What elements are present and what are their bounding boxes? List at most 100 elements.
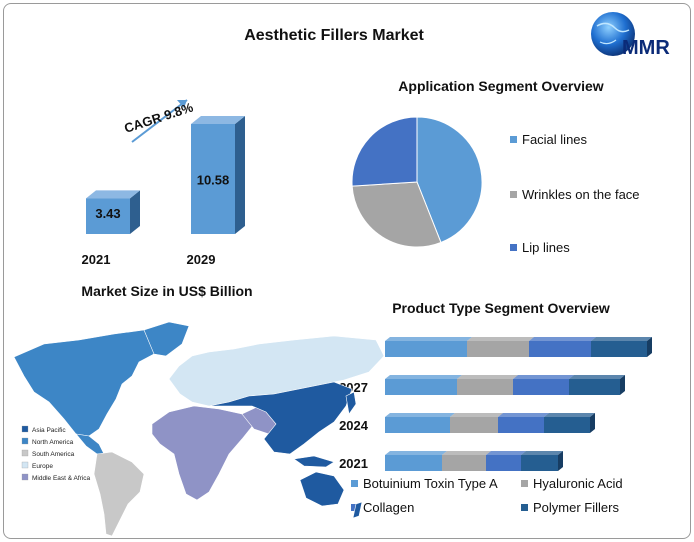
pie-legend-label: Lip lines — [522, 240, 570, 255]
pie-legend-label: Facial lines — [522, 132, 588, 147]
product-legend-label: Hyaluronic Acid — [533, 476, 623, 491]
map-asia — [208, 381, 353, 455]
product-legend-label: Botuinium Toxin Type A — [363, 476, 498, 491]
product-bar-end — [590, 413, 595, 433]
map-legend-label: North America — [32, 439, 74, 446]
cagr-arrow — [131, 99, 188, 143]
pie-slice — [416, 116, 483, 244]
map-legend: Asia Pacific North America South America Eu… — [21, 425, 91, 482]
product-bar-top — [486, 451, 526, 455]
pie-slice — [351, 116, 418, 187]
map-legend-label: Asia Pacific — [32, 427, 66, 434]
product-bar-top — [450, 413, 503, 417]
market-year-label: 2029 — [187, 252, 216, 267]
map-legend-swatch — [21, 437, 29, 445]
product-legend-swatch — [521, 504, 528, 511]
product-bar-segment — [569, 379, 620, 395]
map-legend-label: Europe — [32, 463, 53, 470]
product-type-chart: Product Type Segment Overview 2029202720… — [339, 300, 652, 515]
product-bar-top — [442, 451, 491, 455]
product-bar-top — [385, 451, 447, 455]
pie-legend-swatch — [510, 136, 517, 143]
product-bar-top — [467, 337, 534, 341]
product-year-label: 2024 — [339, 418, 369, 433]
pie-legend-swatch — [510, 191, 517, 198]
market-year-label: 2021 — [82, 252, 111, 267]
product-legend-swatch — [351, 480, 358, 487]
product-bar-top — [544, 413, 595, 417]
market-size-title: Market Size in US$ Billion — [81, 283, 252, 299]
product-bar-top — [513, 375, 574, 379]
pie-slice — [351, 181, 442, 248]
world-map: Asia Pacific North America South America Eu… — [13, 321, 385, 537]
product-bar-top — [385, 337, 472, 341]
globe-icon — [591, 12, 635, 56]
product-bar-segment — [513, 379, 569, 395]
pie-legend-label: Wrinkles on the face — [522, 187, 640, 202]
infographic-canvas: Aesthetic Fillers Market MMR 3.43 2021 10.… — [13, 12, 670, 537]
map-south-america — [93, 451, 145, 537]
market-bar-top — [86, 190, 140, 199]
product-bar-top — [591, 337, 652, 341]
product-bar-segment — [486, 455, 521, 471]
market-bar-side — [130, 190, 140, 234]
product-bar-segment — [385, 379, 457, 395]
product-bar-top — [457, 375, 518, 379]
map-legend-swatch — [21, 449, 29, 457]
logo-text: MMR — [622, 37, 670, 59]
product-legend-swatch — [351, 504, 358, 511]
product-bar-top — [521, 451, 563, 455]
product-bar-segment — [529, 341, 591, 357]
market-bar-side — [235, 116, 245, 234]
product-bar-segment — [385, 455, 442, 471]
cagr-arrowhead — [177, 100, 187, 108]
product-legend-label: Collagen — [363, 500, 414, 515]
map-africa — [151, 405, 255, 501]
map-japan — [345, 391, 357, 415]
market-bar-value: 10.58 — [197, 173, 230, 188]
product-bar-top — [569, 375, 625, 379]
product-bar-end — [558, 451, 563, 471]
product-bar-top — [498, 413, 549, 417]
map-legend-swatch — [21, 425, 29, 433]
market-bar — [86, 198, 130, 234]
map-legend-label: South America — [32, 451, 75, 458]
product-bar-top — [385, 375, 462, 379]
product-bar-end — [620, 375, 625, 395]
product-bar-top — [529, 337, 596, 341]
map-north-america — [13, 329, 165, 437]
product-legend-swatch — [521, 480, 528, 487]
map-legend-label: Middle East & Africa — [32, 475, 91, 482]
product-bar-segment — [385, 341, 467, 357]
application-chart-title: Application Segment Overview — [398, 78, 603, 94]
product-legend-label: Polymer Fillers — [533, 500, 619, 515]
product-bar-segment — [467, 341, 529, 357]
product-bar-segment — [450, 417, 498, 433]
market-bar-value: 3.43 — [95, 206, 120, 221]
map-indonesia — [293, 455, 335, 468]
market-bar-top — [191, 116, 245, 124]
product-bar-segment — [521, 455, 558, 471]
product-bar-segment — [385, 417, 450, 433]
map-australia — [299, 471, 345, 507]
map-new-zealand — [352, 501, 363, 519]
map-central-america — [75, 433, 105, 455]
cagr-label: CAGR 9.8% — [122, 99, 195, 136]
map-legend-swatch — [21, 473, 29, 481]
product-bar-top — [385, 413, 455, 417]
mmr-logo: MMR — [591, 12, 670, 59]
product-bar-end — [647, 337, 652, 357]
product-chart-title: Product Type Segment Overview — [392, 300, 610, 316]
map-greenland — [143, 321, 190, 357]
product-bar-segment — [544, 417, 590, 433]
product-year-label: 2021 — [339, 456, 368, 471]
market-size-chart: 3.43 2021 10.58 2029 CAGR 9.8% Market Size … — [81, 99, 253, 299]
pie-legend-swatch — [510, 244, 517, 251]
product-bar-segment — [498, 417, 544, 433]
map-legend-swatch — [21, 461, 29, 469]
product-bar-segment — [442, 455, 486, 471]
market-bar — [191, 124, 235, 234]
page-title: Aesthetic Fillers Market — [244, 27, 424, 44]
application-pie-chart: Application Segment Overview Facial line… — [351, 78, 640, 255]
product-bar-segment — [457, 379, 513, 395]
